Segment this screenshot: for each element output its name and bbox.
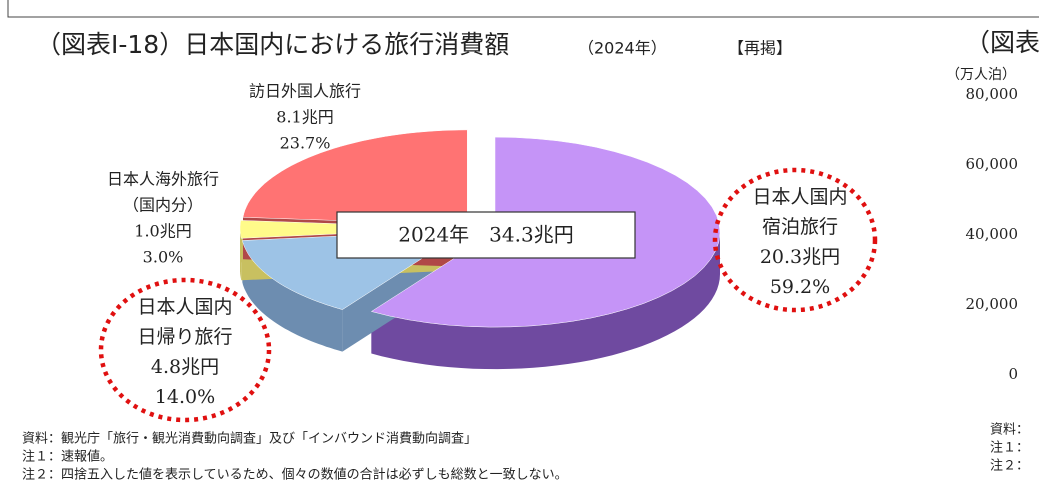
slice-value-label: 59.2% [770, 276, 830, 298]
slice-side [371, 232, 720, 370]
chart-title: （図表 [965, 28, 1039, 57]
slice-amount: 8.1兆円 [276, 108, 333, 127]
chart-subtitle: （2024年） [578, 39, 667, 58]
slice [242, 129, 468, 226]
slice-category: 日本人海外旅行 [107, 170, 219, 189]
slice-category: 訪日外国人旅行 [249, 82, 361, 101]
slice-side [242, 240, 343, 352]
center-box [336, 211, 636, 259]
slice-category: 日帰り旅行 [137, 326, 232, 348]
y-tick-label: 20,000 [966, 295, 1019, 313]
slice-side [240, 228, 242, 281]
slice-category: 宿泊旅行 [762, 216, 838, 238]
chart-tag: 【再掲】 [728, 39, 792, 58]
notes: 資料：観光庁「旅行・観光消費動向調査」及び「インバウンド消費動向調査」注１：速報… [22, 423, 1029, 483]
slice-amount: 20.3兆円 [760, 246, 840, 268]
y-tick-label: 40,000 [966, 225, 1019, 243]
slice-amount: 1.0兆円 [134, 222, 191, 241]
y-tick-label: 60,000 [966, 155, 1019, 173]
slice-amount: 4.8兆円 [151, 356, 219, 378]
slice-value-label: 23.7% [280, 134, 331, 153]
chart-title: （図表Ⅰ-18）日本国内における旅行消費額 [36, 30, 509, 59]
top-frame [7, 0, 1039, 18]
slice-value-label: 3.0% [143, 248, 184, 267]
highlight-circle [712, 167, 878, 313]
note: 注２：四捨五入した値を表示しているため、個々の数値の合計は必ずしも総数と一致しな… [22, 467, 568, 483]
y-tick-label: 80,000 [966, 85, 1019, 103]
y-tick-label: 0 [1008, 365, 1018, 383]
note: 資料： [990, 423, 1029, 438]
slice-value-label: 14.0% [155, 386, 215, 408]
y-axis-label: （万人泊） [946, 67, 1016, 83]
slice-category: 日本人国内 [137, 296, 232, 318]
highlight-circle [98, 277, 272, 423]
note: 資料：観光庁「旅行・観光消費動向調査」及び「インバウンド消費動向調査」 [22, 431, 477, 447]
slice-category: （国内分） [123, 196, 203, 215]
note: 注１：速報値。 [22, 449, 113, 465]
note: 注２： [990, 459, 1029, 474]
center-label: 2024年 34.3兆円 [398, 223, 573, 247]
note: 注１： [990, 441, 1029, 456]
slice-category: 日本人国内 [752, 186, 847, 208]
